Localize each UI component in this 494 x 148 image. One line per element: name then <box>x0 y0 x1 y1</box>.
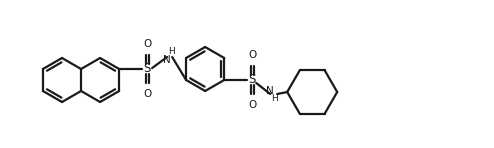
Text: S: S <box>143 62 151 75</box>
Text: O: O <box>248 50 256 60</box>
Text: N: N <box>266 86 274 96</box>
Text: S: S <box>248 74 256 86</box>
Text: N: N <box>164 55 171 65</box>
Text: H: H <box>168 48 174 57</box>
Text: O: O <box>143 89 151 99</box>
Text: H: H <box>271 95 278 103</box>
Text: O: O <box>143 39 151 49</box>
Text: O: O <box>248 100 256 110</box>
